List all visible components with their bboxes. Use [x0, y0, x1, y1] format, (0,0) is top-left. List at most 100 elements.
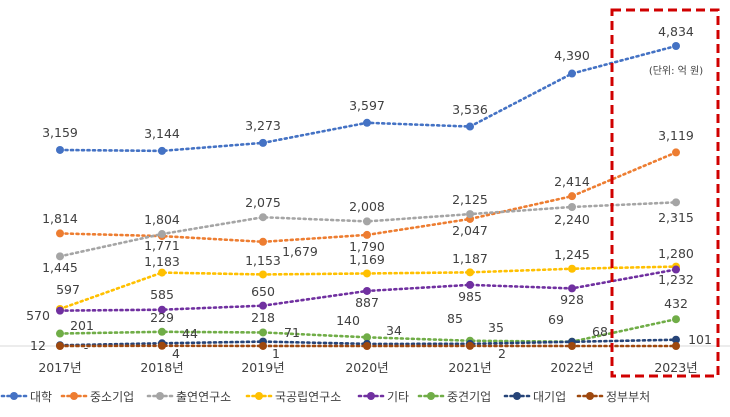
- data-label: 4,834: [658, 24, 694, 39]
- data-label: 201: [70, 318, 94, 333]
- legend-label: 국공립연구소: [275, 390, 341, 404]
- data-point: [56, 252, 64, 261]
- data-label: 3,273: [245, 118, 281, 133]
- data-point: [568, 284, 576, 293]
- data-label: 3,597: [349, 98, 385, 113]
- data-label: 229: [150, 310, 174, 325]
- data-label: 1,280: [658, 246, 694, 261]
- data-label: 1,232: [658, 272, 694, 287]
- legend-item-0: 대학: [0, 390, 52, 404]
- data-point: [259, 270, 267, 279]
- data-label: -: [84, 340, 89, 355]
- data-point: [259, 138, 267, 147]
- data-label: 432: [664, 296, 688, 311]
- data-point: [672, 342, 680, 350]
- data-label: 4: [172, 346, 180, 361]
- data-point: [158, 341, 166, 350]
- legend-label: 대기업: [533, 390, 566, 404]
- data-label: 3,536: [452, 102, 488, 117]
- data-label: 2,240: [554, 212, 590, 227]
- data-point: [363, 286, 371, 295]
- legend-item-7: 정부부처: [576, 390, 650, 404]
- legend-item-6: 대기업: [503, 390, 566, 404]
- data-label: 928: [560, 292, 584, 307]
- data-point: [259, 301, 267, 310]
- data-label: 1,771: [144, 238, 180, 253]
- data-point: [56, 342, 64, 350]
- data-point: [466, 268, 474, 277]
- data-label: 1,679: [282, 244, 318, 259]
- data-label: 85: [447, 311, 463, 326]
- data-point: [672, 42, 680, 50]
- data-point: [259, 213, 267, 222]
- data-label: 2,075: [245, 195, 281, 210]
- data-point: [56, 306, 64, 315]
- data-point: [259, 328, 267, 337]
- data-label: 3,119: [658, 128, 694, 143]
- legend-marker: [156, 392, 164, 400]
- data-label: 2,125: [452, 192, 488, 207]
- data-label: 2,008: [349, 199, 385, 214]
- data-point: [466, 341, 474, 350]
- data-point: [259, 341, 267, 350]
- data-label: 34: [386, 323, 402, 338]
- x-tick-label: 2020년: [345, 360, 388, 375]
- data-point: [568, 342, 576, 350]
- legend-label: 기타: [387, 390, 409, 404]
- data-point: [672, 315, 680, 324]
- data-label: 12: [30, 338, 46, 353]
- x-tick-label: 2019년: [241, 360, 284, 375]
- data-label: 3,144: [144, 126, 180, 141]
- legend-item-2: 출연연구소: [146, 390, 231, 404]
- unit-note: (단위: 억 원): [649, 64, 703, 77]
- data-label: 44: [182, 326, 198, 341]
- legend-marker: [367, 392, 375, 400]
- data-point: [363, 269, 371, 278]
- data-point: [568, 69, 576, 78]
- data-label: 585: [150, 287, 174, 302]
- data-label: 68: [592, 324, 608, 339]
- legend-label: 중소기업: [90, 390, 134, 404]
- data-point: [672, 148, 680, 157]
- data-label: 2,047: [452, 223, 488, 238]
- legend-marker: [70, 392, 78, 400]
- data-point: [158, 268, 166, 277]
- data-point: [158, 305, 166, 314]
- data-label: 570: [26, 308, 50, 323]
- data-point: [56, 145, 64, 154]
- data-point: [363, 230, 371, 239]
- data-label: 101: [688, 332, 712, 347]
- data-label: 1,804: [144, 212, 180, 227]
- data-label: 1,153: [245, 253, 281, 268]
- data-label: 1,790: [349, 239, 385, 254]
- data-point: [259, 237, 267, 246]
- legend-item-4: 기타: [357, 390, 409, 404]
- data-point: [466, 210, 474, 219]
- data-label: 985: [458, 289, 482, 304]
- data-label: 69: [548, 312, 564, 327]
- data-point: [158, 146, 166, 155]
- data-label: 35: [488, 320, 504, 335]
- legend-marker: [427, 392, 435, 400]
- data-label: 1,814: [42, 211, 78, 226]
- data-point: [568, 192, 576, 201]
- data-point: [158, 230, 166, 239]
- data-label: 218: [251, 310, 275, 325]
- data-point: [363, 333, 371, 342]
- legend-marker: [586, 392, 594, 400]
- data-label: 1,187: [452, 251, 488, 266]
- legend-marker: [513, 392, 521, 400]
- legend-marker: [10, 392, 18, 400]
- data-point: [672, 335, 680, 344]
- data-point: [363, 118, 371, 127]
- series-line-1: [58, 151, 678, 244]
- data-point: [56, 329, 64, 338]
- data-label: 2,414: [554, 174, 590, 189]
- data-point: [568, 202, 576, 211]
- x-tick-label: 2022년: [550, 360, 593, 375]
- legend-label: 정부부처: [606, 390, 650, 404]
- data-label: 71: [284, 325, 300, 340]
- data-label: 887: [355, 295, 379, 310]
- data-label: 2: [498, 346, 506, 361]
